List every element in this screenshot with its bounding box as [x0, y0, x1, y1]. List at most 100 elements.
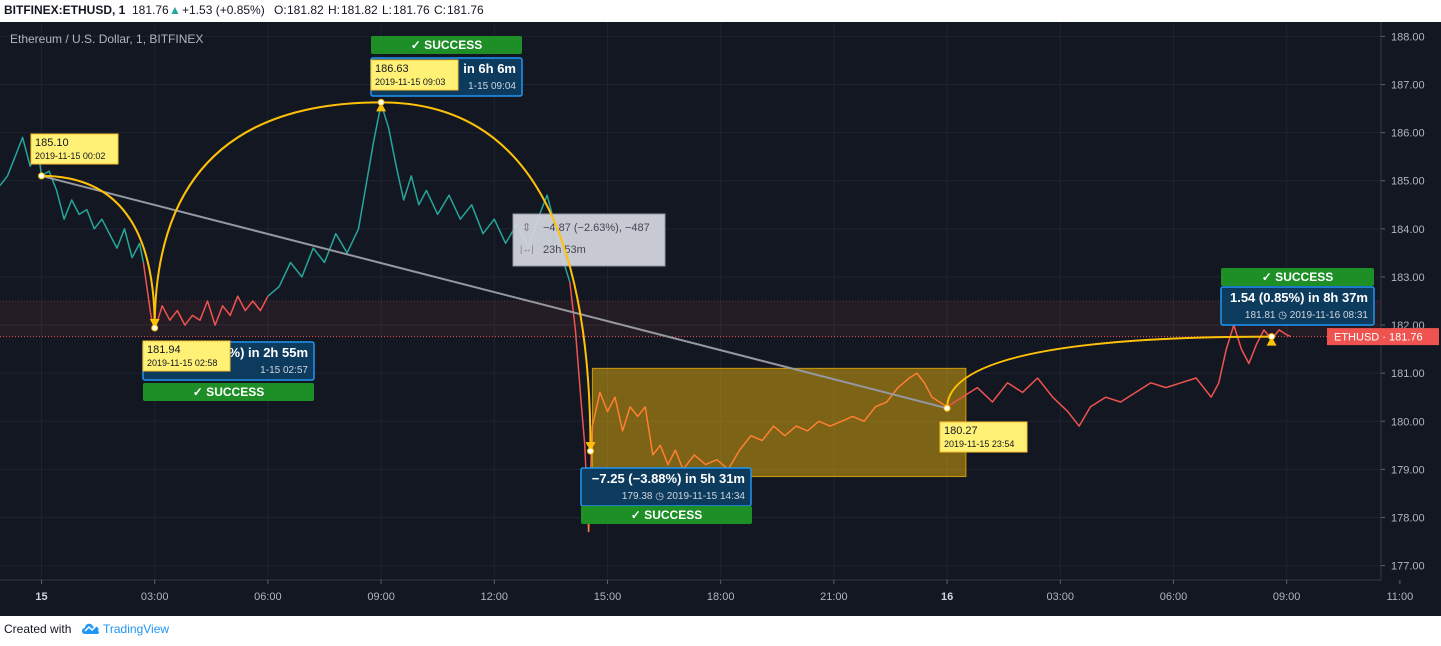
success-badge: ✓ SUCCESS	[143, 383, 314, 401]
price-point-label[interactable]: 180.27 2019-11-15 23:54	[939, 421, 1028, 453]
arc-arrowhead	[585, 442, 596, 452]
success-badge-label: ✓ SUCCESS	[1262, 270, 1333, 284]
trend-line-label-box	[512, 213, 666, 267]
price-point-time: 2019-11-15 09:03	[375, 77, 445, 87]
success-badge: ✓ SUCCESS	[581, 506, 752, 524]
anchor-point[interactable]	[151, 324, 159, 332]
last-price-tag: ETHUSD · 181.76	[1327, 328, 1439, 346]
measure-callout[interactable]: −7.25 (−3.88%) in 5h 31m 179.38 ◷ 2019-11…	[580, 467, 752, 507]
tradingview-cloud-icon	[82, 623, 100, 634]
success-badge: ✓ SUCCESS	[1221, 268, 1374, 286]
price-point-label-box	[30, 133, 119, 165]
success-badge-box	[143, 383, 314, 401]
open-label: O:	[274, 3, 287, 17]
y-axis[interactable]: 188.00187.00186.00185.00184.00183.00182.…	[1381, 31, 1425, 573]
trend-line-change-text: −4.87 (−2.63%), −487	[543, 222, 650, 234]
y-tick-label: 185.00	[1391, 176, 1425, 188]
high-value: 181.82	[341, 3, 378, 17]
created-with-label: Created with	[4, 622, 72, 636]
success-badge-box	[581, 506, 752, 524]
projection-arc[interactable]	[153, 101, 382, 328]
price-point-time: 2019-11-15 00:02	[35, 151, 105, 161]
x-tick-label: 15	[35, 591, 47, 603]
high-label: H:	[328, 3, 340, 17]
x-tick-label: 06:00	[254, 591, 282, 603]
price-series-line	[0, 136, 145, 263]
plot-area[interactable]: ⇕ −4.87 (−2.63%), −487|↔| 23h 53m %) in 2h …	[0, 36, 1381, 532]
price-point-value: 186.63	[375, 63, 409, 75]
x-tick-label: 09:00	[367, 591, 395, 603]
trend-line[interactable]	[41, 174, 948, 410]
price-highlight-band	[0, 301, 1381, 337]
price-point-label-box	[142, 340, 231, 372]
price-chart[interactable]: ⇕ −4.87 (−2.63%), −487|↔| 23h 53m %) in 2h …	[0, 22, 1441, 616]
projection-arc[interactable]	[946, 335, 1272, 409]
x-tick-label: 03:00	[141, 591, 169, 603]
anchor-point[interactable]	[38, 172, 46, 180]
price-point-label-box	[939, 421, 1028, 453]
symbol-header: BITFINEX:ETHUSD, 1 181.76 ▲ +1.53 (+0.85…	[0, 0, 1441, 22]
x-tick-label: 21:00	[820, 591, 848, 603]
low-label: L:	[382, 3, 393, 17]
y-tick-label: 178.00	[1391, 512, 1425, 524]
price-change: +1.53 (+0.85%)	[182, 3, 265, 17]
anchor-point[interactable]	[377, 98, 385, 106]
y-tick-label: 184.00	[1391, 224, 1425, 236]
price-point-label[interactable]: 186.63 2019-11-15 09:03	[370, 59, 459, 91]
y-tick-label: 188.00	[1391, 31, 1425, 43]
price-series-line	[946, 324, 1291, 427]
tradingview-brand-link[interactable]: TradingView	[103, 622, 170, 636]
measure-callout-detail-text: 181.81 ◷ 2019-11-16 08:31	[1245, 310, 1369, 321]
arc-arrowhead	[1266, 336, 1277, 346]
x-tick-label: 12:00	[481, 591, 509, 603]
x-axis[interactable]: 15 03:00 06:00 09:00 12:00 15:00 18:00 21:00 16 0…	[35, 580, 1413, 603]
projection-arc[interactable]	[41, 174, 156, 328]
price-point-label[interactable]: 185.10 2019-11-15 00:02	[30, 133, 119, 165]
success-badge-label: ✓ SUCCESS	[411, 38, 482, 52]
y-tick-label: 177.00	[1391, 561, 1425, 573]
projection-arc[interactable]	[381, 101, 592, 452]
x-tick-label: 18:00	[707, 591, 735, 603]
x-tick-label: 15:00	[594, 591, 622, 603]
measure-callout-main-text: in 6h 6m	[463, 61, 516, 76]
last-price-tag-label: ETHUSD · 181.76	[1334, 332, 1423, 344]
price-point-time: 2019-11-15 02:58	[147, 358, 217, 368]
close-value: 181.76	[447, 3, 484, 17]
price-series-line	[142, 262, 269, 331]
measure-callout[interactable]: 1.54 (0.85%) in 8h 37m 181.81 ◷ 2019-11-1…	[1220, 286, 1375, 326]
time-axis[interactable]	[0, 580, 1441, 616]
up-arrow-icon: ▲	[169, 3, 181, 17]
chart-title: Ethereum / U.S. Dollar, 1, BITFINEX	[10, 32, 203, 46]
y-tick-label: 186.00	[1391, 128, 1425, 140]
price-range-box	[591, 367, 967, 478]
measure-callout-main-text: −7.25 (−3.88%) in 5h 31m	[592, 471, 745, 486]
measure-callout-detail-text: 179.38 ◷ 2019-11-15 14:34	[622, 491, 746, 502]
success-badge-label: ✓ SUCCESS	[631, 508, 702, 522]
price-point-label[interactable]: 181.94 2019-11-15 02:58	[142, 340, 231, 372]
y-tick-label: 183.00	[1391, 272, 1425, 284]
close-label: C:	[434, 3, 446, 17]
price-point-value: 185.10	[35, 137, 69, 149]
anchor-point[interactable]	[1268, 333, 1276, 341]
arc-arrowhead	[376, 102, 387, 112]
price-point-value: 181.94	[147, 344, 181, 356]
anchor-point[interactable]	[943, 404, 951, 412]
measure-callout-detail-text: 1-15 09:04	[468, 81, 516, 92]
trend-line-label: ⇕ −4.87 (−2.63%), −487|↔| 23h 53m	[512, 213, 666, 267]
anchor-point[interactable]	[587, 447, 595, 455]
low-value: 181.76	[393, 3, 430, 17]
x-tick-label: 06:00	[1160, 591, 1188, 603]
success-badge-label: ✓ SUCCESS	[193, 385, 264, 399]
symbol-name[interactable]: BITFINEX:ETHUSD, 1	[4, 3, 126, 17]
measure-callout-main-text: 1.54 (0.85%) in 8h 37m	[1230, 290, 1368, 305]
measure-callout-box	[1220, 286, 1375, 326]
measure-callout-main-text: %) in 2h 55m	[229, 345, 308, 360]
open-value: 181.82	[287, 3, 324, 17]
measure-callout-detail-text: 1-15 02:57	[260, 365, 308, 376]
footer: Created with TradingView	[0, 616, 1441, 646]
price-axis[interactable]	[1381, 22, 1441, 616]
y-tick-label: 181.00	[1391, 368, 1425, 380]
last-price: 181.76	[132, 3, 169, 17]
success-badge-box	[1221, 268, 1374, 286]
success-badge-box	[371, 36, 522, 54]
